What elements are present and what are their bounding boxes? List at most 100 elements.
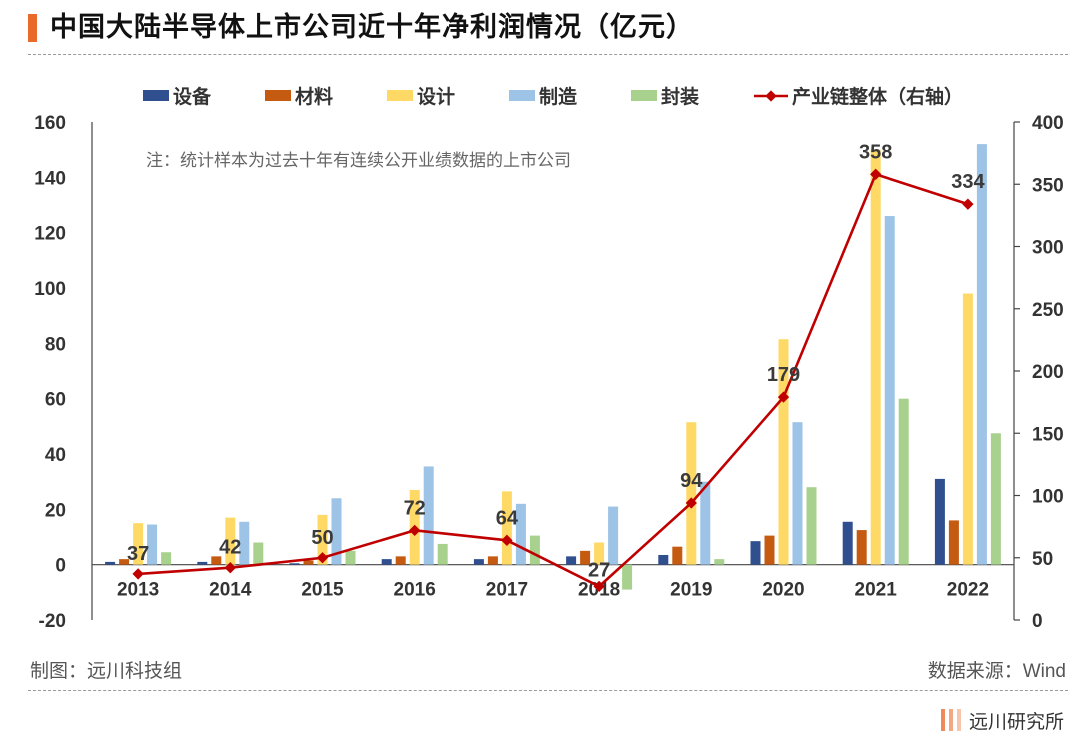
bar-2016-材料 [395, 556, 406, 565]
brand-name: 远川研究所 [968, 711, 1064, 733]
bar-2013-设计 [133, 523, 144, 565]
bar-2015-设备 [289, 563, 300, 565]
bar-2017-制造 [515, 503, 526, 565]
bar-2021-材料 [856, 530, 867, 565]
right-axis-tick-label: 400 [1032, 113, 1064, 134]
x-axis-label: 2016 [394, 580, 436, 601]
brand-logo-icon [940, 709, 961, 731]
bar-2021-封装 [898, 398, 909, 565]
total-line-point [593, 580, 605, 593]
bar-2019-设备 [658, 554, 669, 565]
right-axis-tick-label: 300 [1032, 238, 1064, 259]
total-line-point [316, 552, 329, 564]
bar-2020-设计 [778, 339, 789, 565]
legend-swatch [265, 90, 291, 101]
bar-2022-封装 [990, 433, 1001, 565]
legend-swatch [631, 90, 657, 101]
bar-2017-设备 [473, 559, 484, 565]
total-line [138, 172, 969, 588]
data-source: 数据来源：Wind [927, 661, 1066, 682]
bar-2015-封装 [345, 550, 356, 565]
left-axis-tick-label: 100 [34, 279, 66, 300]
x-axis-label: 2022 [947, 580, 989, 601]
total-line-point [777, 391, 790, 403]
right-axis-tick-label: 200 [1032, 362, 1064, 383]
right-axis-tick-label: 150 [1032, 424, 1064, 445]
total-line-point [409, 524, 421, 537]
right-axis-tick-label: 250 [1032, 300, 1064, 321]
x-axis-label: 2013 [117, 580, 159, 601]
legend-label: 设备 [173, 85, 212, 108]
total-line-point [224, 562, 236, 574]
bar-2019-封装 [714, 559, 725, 565]
bar-2014-设备 [197, 561, 208, 565]
legend-label: 材料 [295, 85, 333, 108]
legend-swatch [509, 90, 535, 101]
total-line-data-label: 50 [311, 527, 333, 549]
bar-2016-封装 [437, 543, 448, 565]
total-line-data-label: 94 [680, 470, 703, 492]
total-line-data-label: 179 [767, 364, 800, 386]
bar-2020-制造 [792, 422, 803, 565]
total-line-point [870, 168, 882, 180]
bar-2013-设备 [105, 561, 116, 565]
bar-2015-设计 [317, 514, 328, 565]
bar-2013-材料 [119, 559, 130, 565]
page-title: 中国大陆半导体上市公司近十年净利润情况（亿元） [50, 12, 694, 42]
right-axis-tick-label: 350 [1032, 175, 1064, 196]
bar-2018-设备 [566, 556, 577, 565]
legend-label: 封装 [661, 85, 699, 108]
total-line-data-label: 64 [496, 507, 519, 529]
legend-swatch [387, 90, 413, 101]
total-line-data-label: 37 [127, 543, 149, 565]
bar-2014-设计 [225, 517, 236, 565]
bar-2019-制造 [700, 481, 711, 565]
total-line-point [685, 497, 697, 509]
bottom-divider [28, 690, 1068, 691]
x-axis-label: 2021 [855, 580, 898, 601]
bar-2022-材料 [948, 520, 959, 565]
bar-2018-制造 [608, 506, 619, 565]
bar-2022-设备 [934, 478, 945, 565]
left-axis-tick-label: -20 [39, 611, 66, 632]
left-axis-tick-label: 120 [34, 224, 66, 245]
bar-2016-制造 [423, 466, 434, 565]
net-profit-chart: -20 0 20 40 60 80 100 120 140 160 0 50 100 150 200 250 3… [34, 85, 1064, 632]
bar-2018-封装 [622, 564, 633, 590]
left-axis-tick-label: 0 [55, 556, 66, 577]
bar-2017-设计 [501, 491, 512, 565]
bar-2019-设计 [686, 422, 697, 565]
bar-2014-封装 [253, 542, 264, 565]
total-line-point [132, 568, 144, 580]
bar-2013-封装 [161, 552, 172, 565]
left-axis-tick-label: 60 [45, 390, 66, 411]
chart-note: 注：统计样本为过去十年有连续公开业绩数据的上市公司 [146, 151, 571, 170]
bar-2016-设备 [381, 559, 392, 565]
x-axis-label: 2014 [209, 580, 252, 601]
bar-2022-制造 [976, 144, 987, 565]
brand: 远川研究所 [940, 707, 1064, 733]
bar-2020-封装 [806, 487, 817, 565]
bar-2017-材料 [487, 556, 498, 565]
bar-2013-制造 [147, 524, 158, 565]
total-line-data-label: 334 [951, 171, 985, 193]
legend-label: 设计 [417, 86, 455, 108]
bar-2021-设备 [842, 521, 853, 565]
x-axis-label: 2015 [301, 580, 344, 601]
total-line-data-label: 27 [588, 559, 610, 581]
bar-2019-材料 [672, 546, 683, 565]
x-axis-label: 2017 [486, 580, 528, 601]
legend-label: 产业链整体（右轴） [792, 85, 963, 108]
title-accent-bar [28, 14, 37, 42]
top-divider [28, 54, 1068, 55]
bar-2021-制造 [884, 216, 895, 565]
chart-credit: 制图：远川科技组 [30, 661, 183, 682]
total-line-data-label: 72 [404, 497, 426, 519]
bar-2014-材料 [211, 556, 222, 565]
left-axis-tick-label: 20 [45, 500, 66, 521]
bar-2017-封装 [529, 535, 540, 565]
total-line-point [501, 534, 513, 546]
total-line-point [962, 198, 974, 210]
bar-2018-设计 [594, 542, 605, 565]
total-line-data-label: 42 [219, 537, 241, 559]
